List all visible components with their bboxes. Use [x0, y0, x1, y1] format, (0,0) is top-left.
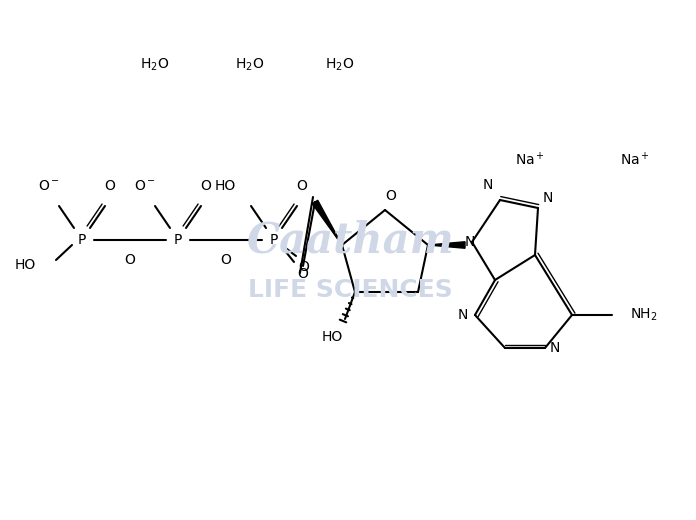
Polygon shape [428, 242, 465, 248]
Text: H$_2$O: H$_2$O [141, 57, 170, 73]
Text: O: O [386, 189, 397, 203]
Text: O: O [221, 253, 232, 267]
Text: O: O [200, 179, 212, 193]
Text: O: O [125, 253, 136, 267]
Text: N: N [483, 178, 493, 192]
Text: HO: HO [322, 330, 342, 344]
Text: P: P [78, 233, 86, 247]
Text: P: P [270, 233, 278, 247]
Text: N: N [465, 235, 475, 249]
Text: Caatham: Caatham [246, 219, 454, 261]
Text: O: O [104, 179, 116, 193]
Text: O: O [299, 260, 310, 274]
Text: N: N [550, 341, 560, 355]
Text: N: N [458, 308, 468, 322]
Text: N: N [543, 191, 553, 205]
Polygon shape [313, 200, 342, 245]
Text: O$^-$: O$^-$ [38, 179, 60, 193]
Text: HO: HO [15, 258, 36, 272]
Text: HO: HO [215, 179, 236, 193]
Text: O: O [296, 179, 308, 193]
Text: O: O [298, 267, 308, 281]
Text: P: P [174, 233, 182, 247]
Text: O$^-$: O$^-$ [134, 179, 156, 193]
Text: Na$^+$: Na$^+$ [515, 151, 545, 168]
Text: Na$^+$: Na$^+$ [620, 151, 650, 168]
Text: LIFE SCIENCES: LIFE SCIENCES [248, 278, 452, 302]
Text: H$_2$O: H$_2$O [325, 57, 355, 73]
Text: H$_2$O: H$_2$O [235, 57, 264, 73]
Text: NH$_2$: NH$_2$ [630, 307, 658, 323]
